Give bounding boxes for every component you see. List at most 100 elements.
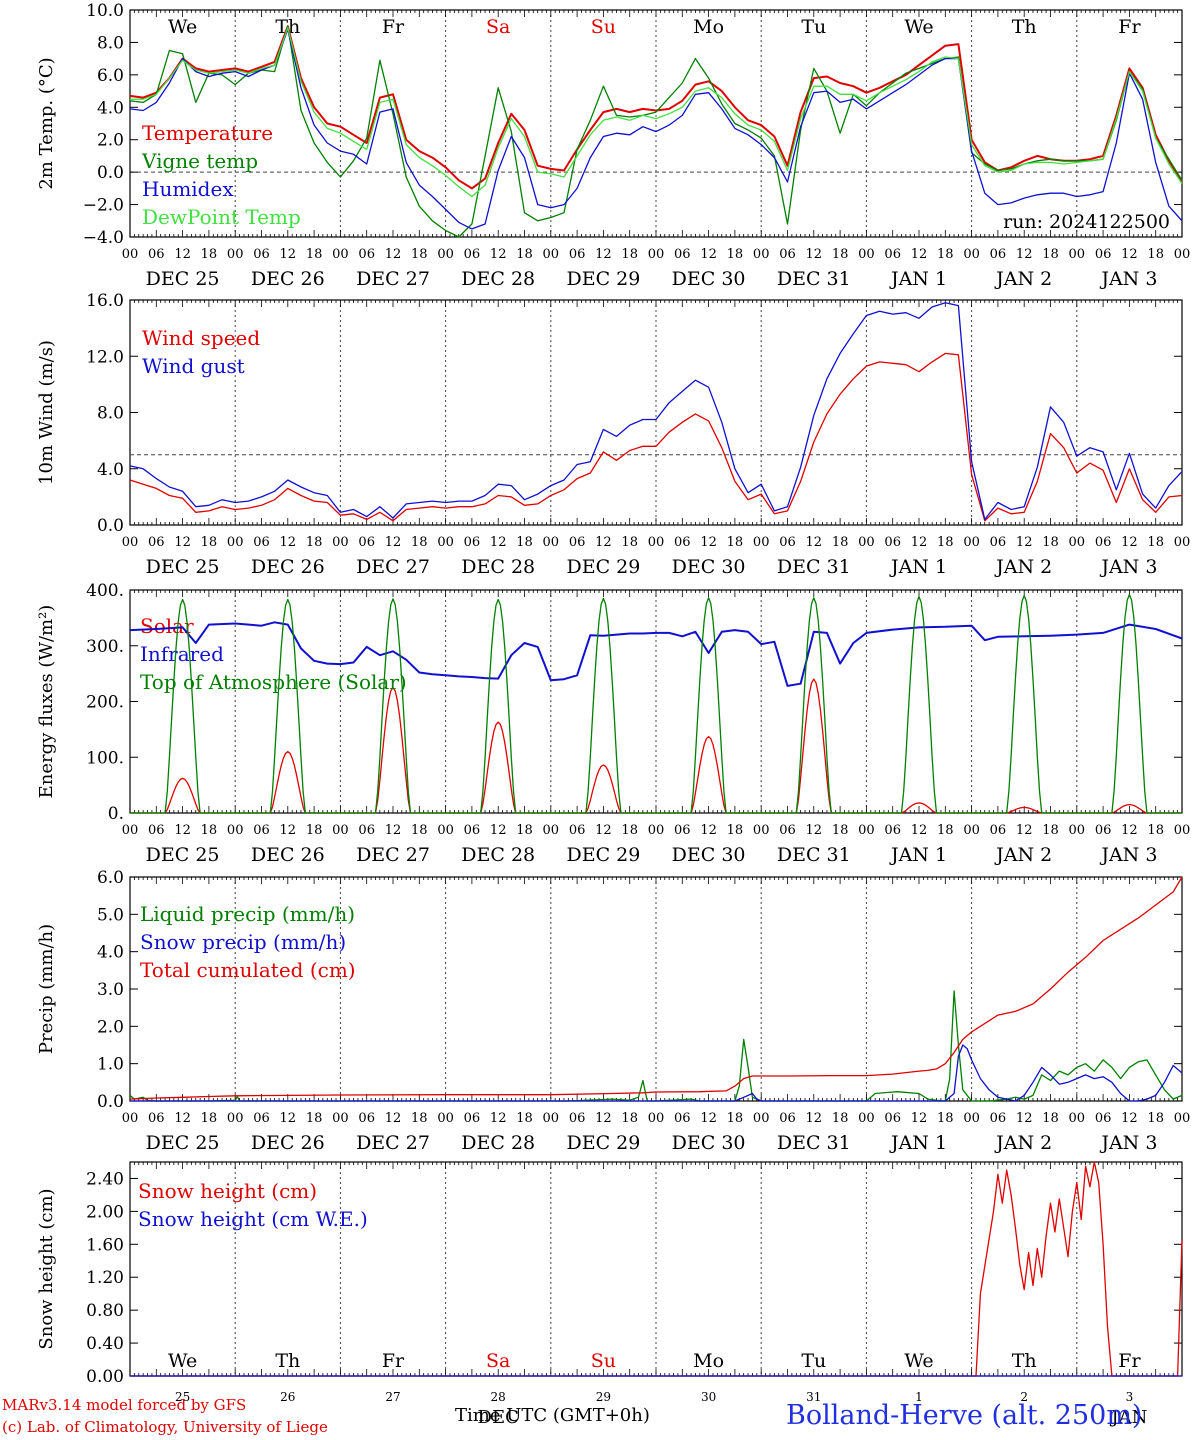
date-label: DEC 27 (356, 268, 430, 290)
date-label: JAN 1 (889, 1132, 947, 1154)
panel-3: 0. 100. 200. 300. 400. Energy fluxes (W/m²) 00… (36, 581, 1190, 866)
hour-tick-label: 06 (148, 823, 165, 838)
date-label: JAN 1 (889, 268, 947, 290)
date-label: DEC 30 (672, 1132, 746, 1154)
weekday-label: Fr (382, 16, 405, 38)
weekday-label: Fr (1118, 16, 1141, 38)
y-tick-label: 16.0 (86, 291, 124, 311)
hour-tick-label: 18 (201, 535, 218, 550)
run-annotation: run: 2024122500 (1003, 211, 1170, 233)
day-number-label: 2 (1020, 1390, 1028, 1404)
series-line-3 (130, 593, 1182, 814)
y-tick-label: 0.0 (97, 516, 124, 536)
hour-tick-label: 18 (306, 535, 323, 550)
hour-tick-label: 18 (621, 535, 638, 550)
hour-tick-label: 18 (1147, 247, 1164, 262)
hour-tick-label: 00 (227, 823, 244, 838)
hour-tick-label: 06 (148, 247, 165, 262)
date-label: JAN 2 (994, 556, 1052, 578)
hour-tick-label: 12 (174, 535, 191, 550)
series-line-1 (129, 352, 1183, 522)
hour-tick-label: 18 (516, 823, 533, 838)
hour-tick-label: 18 (1042, 535, 1059, 550)
date-label: JAN 3 (1099, 844, 1157, 866)
hour-tick-label: 12 (280, 247, 297, 262)
hour-tick-label: 18 (201, 247, 218, 262)
hour-tick-label: 12 (174, 823, 191, 838)
hour-tick-label: 18 (621, 823, 638, 838)
y-tick-label: −4.0 (83, 228, 124, 248)
hour-tick-label: 12 (911, 823, 928, 838)
hour-tick-label: 00 (648, 247, 665, 262)
hour-tick-label: 18 (937, 823, 954, 838)
hour-tick-label: 00 (1069, 247, 1086, 262)
weekday-label: Mo (693, 16, 724, 38)
hour-tick-label: 06 (464, 247, 481, 262)
hour-tick-label: 00 (753, 247, 770, 262)
hour-tick-label: 06 (779, 247, 796, 262)
hour-tick-label: 00 (332, 823, 349, 838)
hour-tick-label: 18 (832, 535, 849, 550)
hour-tick-label: 06 (674, 1111, 691, 1126)
legend-entry: Snow precip (mm/h) (140, 930, 346, 954)
hour-tick-label: 06 (569, 535, 586, 550)
legend-entry: Top of Atmosphere (Solar) (140, 670, 407, 694)
weekday-label: Sa (486, 16, 510, 38)
y-tick-label: 3.0 (97, 980, 124, 1000)
series-line-4 (130, 27, 1183, 198)
hour-tick-label: 12 (174, 1111, 191, 1126)
date-label: DEC 30 (672, 556, 746, 578)
legend-entry: Snow height (cm W.E.) (138, 1207, 368, 1231)
series-line-2 (130, 1044, 1183, 1102)
date-label: JAN 1 (889, 556, 947, 578)
y-tick-label: 0.80 (86, 1301, 124, 1321)
date-label: DEC 30 (672, 268, 746, 290)
date-label: DEC 27 (356, 556, 430, 578)
weekday-label: Th (1012, 1350, 1037, 1372)
y-tick-label: 6.0 (97, 66, 124, 86)
y-tick-label: 2.0 (97, 1017, 124, 1037)
hour-tick-label: 06 (464, 823, 481, 838)
date-label: DEC 31 (777, 556, 851, 578)
weekday-label: Su (591, 1350, 616, 1372)
y-tick-label: 2.40 (86, 1169, 124, 1189)
hour-tick-label: 06 (674, 535, 691, 550)
hour-tick-label: 00 (227, 1111, 244, 1126)
hour-tick-label: 06 (884, 247, 901, 262)
day-number-label: 29 (596, 1390, 611, 1404)
hour-tick-label: 06 (358, 535, 375, 550)
hour-tick-label: 00 (648, 823, 665, 838)
hour-tick-label: 18 (937, 247, 954, 262)
panel-1: −4.0 −2.0 0.0 2.0 4.0 6.0 8.0 10.0 2m Temp. (°C)… (36, 1, 1190, 290)
series-line-1 (129, 25, 1183, 190)
hour-tick-label: 18 (1042, 247, 1059, 262)
hour-tick-label: 12 (1121, 535, 1138, 550)
hour-tick-label: 06 (1095, 1111, 1112, 1126)
legend-entry: Total cumulated (cm) (140, 958, 356, 982)
hour-tick-label: 18 (727, 823, 744, 838)
hour-tick-label: 12 (1016, 823, 1033, 838)
hour-tick-label: 12 (1016, 535, 1033, 550)
hour-tick-label: 18 (1147, 1111, 1164, 1126)
date-label: JAN 2 (994, 268, 1052, 290)
hour-tick-label: 12 (1121, 247, 1138, 262)
hour-tick-label: 12 (280, 823, 297, 838)
hour-tick-label: 12 (1016, 1111, 1033, 1126)
weekday-label: Tu (801, 1350, 826, 1372)
hour-tick-label: 18 (306, 1111, 323, 1126)
hour-tick-label: 12 (385, 247, 402, 262)
date-label: DEC 25 (146, 268, 220, 290)
hour-tick-label: 18 (937, 535, 954, 550)
y-tick-label: 400. (86, 581, 124, 601)
hour-tick-label: 12 (806, 823, 823, 838)
hour-tick-label: 00 (122, 535, 139, 550)
legend-entry: Snow height (cm) (138, 1179, 317, 1203)
y-axis-label: Snow height (cm) (36, 1188, 57, 1349)
legend-entry: Solar (140, 614, 194, 638)
hour-tick-label: 06 (569, 823, 586, 838)
hour-tick-label: 06 (253, 823, 270, 838)
hour-tick-label: 12 (385, 535, 402, 550)
hour-tick-label: 00 (227, 535, 244, 550)
hour-tick-label: 18 (1147, 823, 1164, 838)
